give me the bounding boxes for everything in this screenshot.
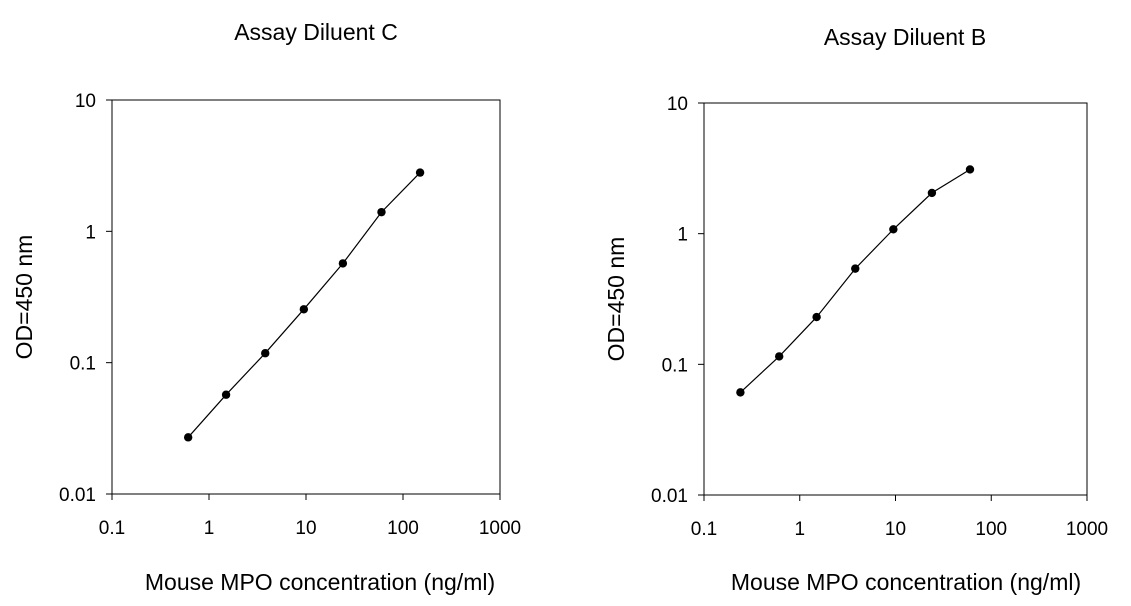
x-tick-label: 10 <box>295 518 316 539</box>
data-point <box>183 433 193 442</box>
y-axis-label: OD=450 nm <box>603 237 629 362</box>
y-tick-label: 0.01 <box>59 485 96 506</box>
y-tick-label: 0.1 <box>70 354 96 375</box>
x-tick-label: 1 <box>204 518 215 539</box>
x-tick-label: 1000 <box>479 518 521 539</box>
data-point <box>261 349 270 358</box>
y-tick-label: 0.1 <box>662 355 688 376</box>
data-point <box>851 264 860 273</box>
data-point <box>338 259 348 268</box>
x-tick-label: 100 <box>975 519 1007 540</box>
chart-title: Assay Diluent C <box>234 19 398 45</box>
x-tick-label: 0.1 <box>99 518 125 539</box>
x-tick-label: 0.1 <box>691 519 717 540</box>
data-point <box>927 188 937 198</box>
x-tick-label: 10 <box>885 519 906 540</box>
data-point <box>415 168 425 177</box>
data-point <box>299 305 309 314</box>
y-tick-label: 1 <box>85 222 96 243</box>
chart-assay-diluent-c: Assay Diluent C0.1 1 10 100 10000.010.1110Mo… <box>11 19 521 595</box>
x-axis-label: Mouse MPO concentration (ng/ml) <box>731 569 1081 595</box>
plot-frame <box>111 99 501 495</box>
plot-frame <box>703 102 1088 496</box>
data-point <box>221 390 231 399</box>
data-point <box>965 165 975 174</box>
x-tick-label: 100 <box>387 518 419 539</box>
y-tick-label: 0.01 <box>651 486 688 507</box>
chart-title: Assay Diluent B <box>824 24 986 50</box>
data-point <box>889 225 898 234</box>
y-tick-label: 1 <box>677 225 688 246</box>
data-point <box>377 207 386 217</box>
series-line <box>739 168 971 393</box>
y-tick-label: 10 <box>75 91 96 112</box>
data-point <box>736 388 745 397</box>
x-tick-label: 1 <box>794 519 805 540</box>
x-tick-label: 1000 <box>1066 519 1108 540</box>
data-point <box>812 312 821 322</box>
x-axis-label: Mouse MPO concentration (ng/ml) <box>145 569 495 595</box>
y-axis-label: OD=450 nm <box>11 235 37 360</box>
data-point <box>774 352 784 361</box>
chart-assay-diluent-b: Assay Diluent B0.1 1 10 100 10000.010.1110Mo… <box>603 24 1108 595</box>
y-tick-label: 10 <box>667 94 688 115</box>
